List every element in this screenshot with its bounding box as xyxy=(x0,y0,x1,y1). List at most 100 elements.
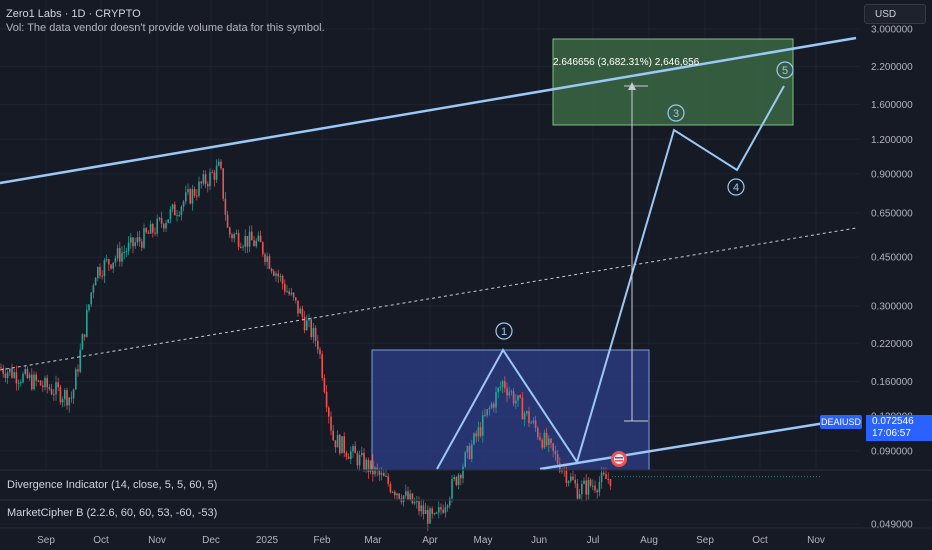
candle xyxy=(325,385,328,413)
volume-note: Vol: The data vendor doesn't provide vol… xyxy=(6,22,325,34)
candle xyxy=(48,384,51,392)
candle xyxy=(257,231,260,242)
candle xyxy=(246,235,249,253)
candle xyxy=(394,489,396,499)
x-tick-label: Jul xyxy=(587,535,600,546)
x-tick-label: May xyxy=(474,535,493,546)
candle xyxy=(361,446,363,457)
candle xyxy=(163,222,165,232)
candle xyxy=(537,426,539,440)
candle xyxy=(6,370,9,384)
candle xyxy=(317,335,319,354)
candle xyxy=(328,405,330,424)
candle xyxy=(145,226,147,234)
candle xyxy=(20,379,22,387)
candle xyxy=(134,237,136,249)
candle xyxy=(11,363,13,379)
candle xyxy=(79,343,81,374)
symbol-tag: DEAIUSD xyxy=(820,415,862,429)
y-tick-label: 0.049000 xyxy=(871,519,913,530)
candle xyxy=(519,393,521,399)
candle xyxy=(539,432,541,441)
candle xyxy=(77,364,79,377)
candle xyxy=(389,481,392,494)
candle xyxy=(354,441,356,454)
candle xyxy=(341,436,343,454)
candle xyxy=(198,176,200,198)
candle xyxy=(409,489,411,502)
candle xyxy=(165,220,167,233)
candle xyxy=(488,405,491,416)
candle xyxy=(299,306,301,314)
candle xyxy=(22,371,24,384)
candle xyxy=(17,379,20,391)
candle xyxy=(37,379,40,383)
mid-channel-line xyxy=(0,227,857,371)
candle xyxy=(57,377,59,392)
x-tick-label: 2025 xyxy=(256,535,279,546)
candle xyxy=(204,170,207,189)
indicator-marketcipher[interactable]: MarketCipher B (2.2.6, 60, 60, 53, -60, … xyxy=(7,507,218,519)
x-tick-label: Aug xyxy=(640,535,658,546)
candle xyxy=(530,420,532,424)
candle xyxy=(574,474,576,488)
candle xyxy=(306,315,308,331)
candle xyxy=(125,247,128,258)
candle xyxy=(286,285,288,293)
candle xyxy=(332,424,334,441)
candle xyxy=(556,450,559,466)
candle xyxy=(440,503,442,515)
price-axis: 4.5000003.0000002.2000001.6000001.200000… xyxy=(871,25,913,531)
x-tick-label: Apr xyxy=(422,535,438,546)
candle xyxy=(330,411,332,436)
candle xyxy=(303,311,306,334)
candle xyxy=(517,394,519,407)
current-price-box: 0.072546 17:06:57 xyxy=(866,415,932,441)
x-tick-label: Mar xyxy=(364,535,382,546)
candle xyxy=(609,478,612,491)
candle xyxy=(321,351,323,381)
candle xyxy=(253,235,255,247)
candle xyxy=(35,371,37,387)
candle xyxy=(352,443,354,458)
candle xyxy=(0,363,2,369)
candle xyxy=(356,450,359,470)
candle xyxy=(229,226,231,238)
chart-title: Zero1 Labs · 1D · CRYPTO xyxy=(6,8,141,20)
candle xyxy=(552,442,554,458)
candle xyxy=(218,158,220,167)
candle xyxy=(554,445,557,461)
candle xyxy=(460,473,462,486)
candle xyxy=(464,450,466,468)
candle xyxy=(576,479,579,500)
currency-button[interactable]: USD xyxy=(864,4,926,24)
candle xyxy=(167,219,169,224)
candle xyxy=(2,364,4,378)
candle xyxy=(413,497,416,505)
candle xyxy=(141,238,143,252)
y-tick-label: 0.160000 xyxy=(871,377,913,388)
candle xyxy=(185,185,187,205)
candle xyxy=(55,375,57,401)
flag-icon[interactable] xyxy=(611,451,627,467)
time-axis: Sep Oct Nov Dec 2025 Feb Mar Apr May Jun Jul Aug Sep… xyxy=(37,535,825,546)
candle xyxy=(506,382,508,403)
candle xyxy=(374,466,376,477)
candle xyxy=(277,269,279,283)
candle xyxy=(288,288,290,296)
candle xyxy=(231,232,233,243)
candle xyxy=(292,291,295,301)
candle xyxy=(207,181,209,193)
indicator-divergence[interactable]: Divergence Indicator (14, close, 5, 5, 6… xyxy=(7,479,218,491)
candle xyxy=(548,435,550,453)
accumulation-zone xyxy=(371,349,650,471)
candle xyxy=(515,394,517,409)
candle xyxy=(347,453,350,460)
candle xyxy=(26,366,29,380)
candle xyxy=(66,387,68,410)
candle xyxy=(92,283,95,299)
candle xyxy=(121,246,123,267)
candle-countdown: 17:06:57 xyxy=(872,428,911,439)
candle xyxy=(499,381,502,391)
